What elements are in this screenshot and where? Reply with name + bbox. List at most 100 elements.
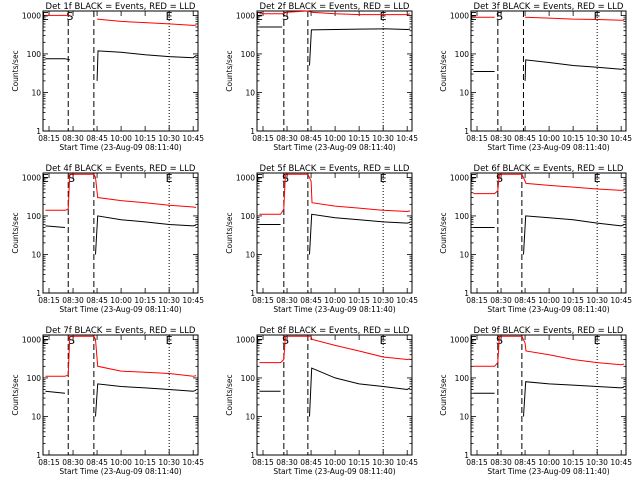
y-axis-label: Counts/sec <box>225 374 234 415</box>
plot-frame <box>42 172 199 294</box>
event-marker-label: E <box>166 10 173 23</box>
event-marker-label: S <box>68 334 75 347</box>
y-tick-label: 1000 <box>236 173 255 182</box>
x-tick-label: 08:15 <box>252 296 274 305</box>
event-marker-label: E <box>380 172 387 185</box>
y-tick-label: 10 <box>459 412 469 421</box>
y-tick-label: 100 <box>27 212 42 221</box>
y-tick-label: 1 <box>250 127 255 136</box>
plot-frame <box>256 172 413 294</box>
event-marker-label: E <box>594 334 601 347</box>
x-tick-label: 10:15 <box>134 134 156 143</box>
panel-title: Det 6f BLACK = Events, RED = LLD <box>474 164 624 174</box>
series-line-red <box>259 173 411 215</box>
event-marker-label: S <box>66 10 73 23</box>
y-tick-label: 100 <box>27 50 42 59</box>
y-tick-label: 1000 <box>22 173 41 182</box>
x-tick-label: 10:15 <box>348 296 370 305</box>
x-axis-label: Start Time (23-Aug-09 08:11:40) <box>273 467 395 476</box>
x-tick-label: 10:00 <box>538 296 560 305</box>
y-tick-label: 1 <box>464 127 469 136</box>
panel-title: Det 1f BLACK = Events, RED = LLD <box>46 2 196 12</box>
x-tick-label: 08:45 <box>300 134 322 143</box>
plot-frame <box>470 172 627 294</box>
x-tick-label: 10:30 <box>372 296 394 305</box>
x-tick-label: 08:15 <box>252 458 274 467</box>
panel-title: Det 8f BLACK = Events, RED = LLD <box>260 326 410 336</box>
y-tick-label: 10 <box>459 250 469 259</box>
y-tick-label: 100 <box>241 374 256 383</box>
x-tick-label: 08:30 <box>276 296 298 305</box>
panel-4: Det 4f BLACK = Events, RED = LLD 1 10 100 10… <box>11 164 204 314</box>
x-tick-label: 10:45 <box>610 458 632 467</box>
panel-title: Det 2f BLACK = Events, RED = LLD <box>260 2 410 12</box>
y-tick-label: 100 <box>455 374 470 383</box>
event-marker-label: E <box>256 10 263 23</box>
panel-title: Det 3f BLACK = Events, RED = LLD <box>474 2 624 12</box>
x-axis-label: Start Time (23-Aug-09 08:11:40) <box>59 305 181 314</box>
y-axis-label: Counts/sec <box>439 50 448 91</box>
x-axis-label: Start Time (23-Aug-09 08:11:40) <box>487 467 609 476</box>
x-tick-label: 08:15 <box>38 458 60 467</box>
plot-frame <box>42 334 199 456</box>
x-tick-label: 08:45 <box>514 134 536 143</box>
y-axis-label: Counts/sec <box>439 212 448 253</box>
x-tick-label: 08:45 <box>300 458 322 467</box>
y-tick-label: 1000 <box>236 335 255 344</box>
panel-title: Det 9f BLACK = Events, RED = LLD <box>474 326 624 336</box>
x-tick-label: 10:15 <box>134 296 156 305</box>
x-tick-label: 10:15 <box>134 458 156 467</box>
series-line-red <box>45 173 197 211</box>
x-axis-label: Start Time (23-Aug-09 08:11:40) <box>487 305 609 314</box>
y-axis-label: Counts/sec <box>11 374 20 415</box>
panel-title: Det 5f BLACK = Events, RED = LLD <box>260 164 410 174</box>
y-axis-label: Counts/sec <box>11 50 20 91</box>
plot-frame <box>470 10 627 132</box>
y-tick-label: 100 <box>455 50 470 59</box>
x-tick-label: 08:30 <box>62 134 84 143</box>
x-tick-label: 10:15 <box>562 458 584 467</box>
y-axis-label: Counts/sec <box>11 212 20 253</box>
x-tick-label: 10:00 <box>110 134 132 143</box>
y-tick-label: 100 <box>241 50 256 59</box>
x-tick-label: 08:30 <box>490 458 512 467</box>
series-line-red <box>473 16 625 21</box>
x-tick-label: 08:45 <box>86 458 108 467</box>
event-marker-label: E <box>380 10 387 23</box>
x-tick-label: 10:00 <box>324 296 346 305</box>
y-tick-label: 100 <box>241 212 256 221</box>
x-tick-label: 10:45 <box>396 296 418 305</box>
event-marker-label: E <box>470 172 477 185</box>
series-line-black <box>259 26 411 66</box>
y-tick-label: 1000 <box>450 173 469 182</box>
series-line-red <box>473 173 625 195</box>
x-tick-label: 08:45 <box>514 458 536 467</box>
series-line-red <box>45 14 197 26</box>
x-tick-label: 10:30 <box>372 458 394 467</box>
x-tick-label: 10:45 <box>396 458 418 467</box>
y-axis-label: Counts/sec <box>225 212 234 253</box>
panel-5: Det 5f BLACK = Events, RED = LLD 1 10 100 10… <box>225 164 418 314</box>
panel-2: Det 2f BLACK = Events, RED = LLD 1 10 100 10… <box>225 2 418 152</box>
y-tick-label: 1000 <box>450 335 469 344</box>
x-tick-label: 10:15 <box>562 296 584 305</box>
y-tick-label: 1 <box>250 451 255 460</box>
x-tick-label: 10:45 <box>182 458 204 467</box>
x-tick-label: 08:30 <box>276 134 298 143</box>
x-tick-label: 08:15 <box>466 458 488 467</box>
panel-9: Det 9f BLACK = Events, RED = LLD 1 10 100 10… <box>439 326 632 476</box>
x-axis-label: Start Time (23-Aug-09 08:11:40) <box>273 305 395 314</box>
y-tick-label: 10 <box>245 250 255 259</box>
event-marker-label: E <box>594 10 601 23</box>
y-tick-label: 1000 <box>236 11 255 20</box>
y-tick-label: 10 <box>31 250 41 259</box>
x-axis-label: Start Time (23-Aug-09 08:11:40) <box>59 467 181 476</box>
y-tick-label: 1 <box>250 289 255 298</box>
series-line-black <box>259 213 411 255</box>
y-tick-label: 1 <box>464 289 469 298</box>
x-tick-label: 08:15 <box>38 296 60 305</box>
x-tick-label: 08:30 <box>62 458 84 467</box>
event-marker-label: E <box>42 334 49 347</box>
series-line-black <box>259 367 411 417</box>
plot-frame <box>256 334 413 456</box>
